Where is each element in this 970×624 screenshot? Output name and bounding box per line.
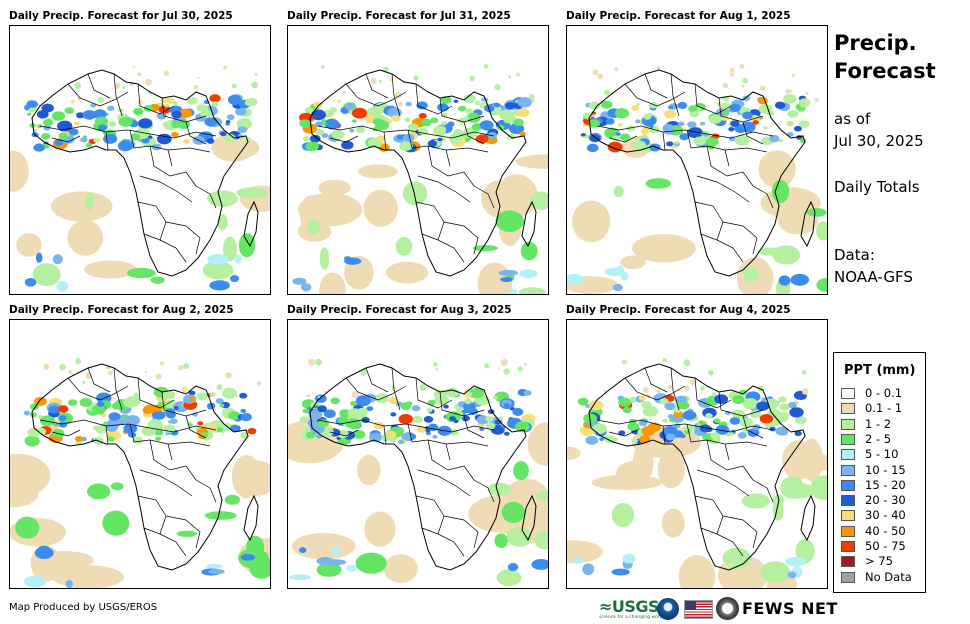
usgs-logo: ≈USGS [599, 597, 660, 616]
state-department-seal-icon [716, 597, 739, 620]
panel-title-5: Daily Precip. Forecast for Aug 3, 2025 [287, 304, 512, 316]
noaa-logo-icon [657, 598, 679, 620]
panel-title-4: Daily Precip. Forecast for Aug 2, 2025 [9, 304, 234, 316]
forecast-map-3 [566, 25, 828, 295]
panel-title-2: Daily Precip. Forecast for Jul 31, 2025 [287, 10, 511, 22]
legend-label: 30 - 40 [865, 508, 906, 523]
forecast-map-5 [287, 319, 549, 589]
daily-totals-label: Daily Totals [834, 178, 920, 196]
legend-swatch [841, 388, 855, 399]
as-of-label: as of [834, 110, 871, 128]
panel-title-3: Daily Precip. Forecast for Aug 1, 2025 [566, 10, 791, 22]
data-label: Data: [834, 246, 875, 264]
legend-label: 10 - 15 [865, 462, 906, 477]
legend-swatch [841, 510, 855, 522]
legend-title: PPT (mm) [844, 363, 916, 378]
forecast-map-6 [566, 319, 828, 589]
legend-label: 1 - 2 [865, 416, 892, 431]
legend-swatch [841, 479, 855, 491]
as-of-date: Jul 30, 2025 [834, 132, 924, 150]
usgs-tagline: science for a changing world [599, 615, 664, 620]
panel-title-6: Daily Precip. Forecast for Aug 4, 2025 [566, 304, 791, 316]
legend-swatch [841, 571, 855, 583]
legend-swatch [841, 495, 855, 507]
legend-swatch [841, 433, 855, 445]
data-source: NOAA-GFS [834, 268, 913, 286]
forecast-map-4 [9, 319, 271, 589]
forecast-map-2 [287, 25, 549, 295]
legend-label: 2 - 5 [865, 431, 892, 446]
side-title-line2: Forecast [834, 59, 936, 83]
legend-label: 5 - 10 [865, 447, 899, 462]
panel-title-1: Daily Precip. Forecast for Jul 30, 2025 [9, 10, 233, 22]
legend-swatch [841, 541, 855, 552]
legend-label: 0 - 0.1 [865, 386, 903, 400]
legend-label: 0.1 - 1 [865, 401, 903, 416]
forecast-map-1 [9, 25, 271, 295]
side-title-line1: Precip. [834, 31, 917, 55]
legend-swatch [841, 403, 855, 415]
legend-swatch [841, 464, 855, 476]
legend-label: 15 - 20 [865, 477, 906, 492]
legend-label: 50 - 75 [865, 539, 906, 553]
legend-swatch [841, 525, 855, 537]
legend-label: No Data [865, 569, 912, 584]
legend-swatch [841, 556, 855, 568]
legend-swatch [841, 449, 855, 461]
legend-label: > 75 [865, 554, 893, 569]
us-flag-icon [684, 600, 713, 619]
map-credit: Map Produced by USGS/EROS [9, 602, 158, 613]
legend-swatch [841, 418, 855, 430]
fews-net-logo: FEWS NET [742, 599, 838, 618]
legend-label: 20 - 30 [865, 493, 906, 508]
legend-label: 40 - 50 [865, 523, 906, 538]
